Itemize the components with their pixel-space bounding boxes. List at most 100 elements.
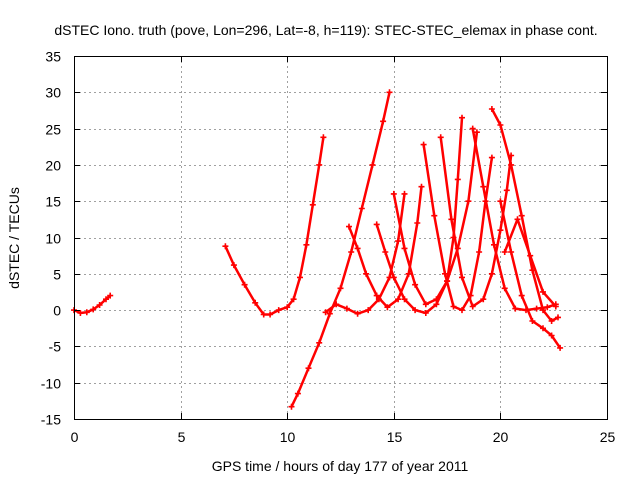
axis-ticks: [74, 56, 608, 420]
data-point: [450, 303, 457, 310]
y-tick-label: -5: [49, 339, 62, 355]
data-point: [346, 223, 352, 230]
data-point: [557, 344, 564, 351]
data-point: [548, 332, 555, 339]
data-point: [320, 134, 327, 141]
data-point: [386, 89, 393, 96]
data-point: [442, 270, 448, 277]
data-point: [337, 285, 344, 292]
x-tick-label: 15: [387, 429, 403, 445]
data-point: [260, 311, 267, 318]
data-point: [508, 161, 515, 168]
data-point: [222, 243, 229, 250]
data-point: [358, 205, 365, 212]
data-point: [497, 227, 504, 234]
data-point: [348, 249, 355, 255]
data-point: [491, 241, 497, 248]
data-point: [267, 311, 274, 318]
data-point: [422, 310, 429, 316]
data-point: [497, 122, 504, 128]
x-tick-label: 25: [600, 429, 616, 445]
data-point: [508, 249, 515, 255]
data-point: [373, 221, 380, 228]
data-point: [418, 183, 425, 190]
y-axis-label: dSTEC / TECUs: [6, 187, 22, 289]
x-tick-label: 0: [71, 429, 79, 445]
data-point: [290, 296, 297, 303]
data-point: [401, 190, 408, 197]
data-point: [297, 274, 303, 281]
y-tick-label: -10: [41, 376, 61, 392]
series-9: [437, 134, 515, 310]
data-point: [527, 252, 534, 259]
data-point: [529, 318, 536, 324]
series-3: [288, 89, 393, 410]
x-axis-tick-labels: 0 5 10 15 20 25: [71, 429, 616, 445]
data-point: [469, 125, 476, 132]
data-point: [476, 249, 483, 255]
data-point: [503, 187, 510, 194]
data-point: [488, 270, 495, 277]
data-point: [373, 292, 380, 299]
data-point: [275, 307, 282, 314]
y-tick-label: 35: [45, 49, 61, 65]
data-point: [552, 303, 559, 310]
data-point: [354, 245, 361, 252]
data-point: [96, 302, 103, 308]
data-point: [401, 245, 408, 252]
data-point: [555, 314, 561, 321]
data-point: [540, 325, 546, 332]
data-point: [395, 238, 402, 245]
data-point: [433, 296, 440, 303]
data-point: [469, 303, 476, 310]
data-point: [284, 304, 291, 311]
data-point: [230, 262, 237, 269]
data-point: [401, 296, 408, 303]
data-point: [343, 305, 350, 312]
data-point: [369, 161, 376, 168]
data-point: [433, 301, 440, 308]
data-point: [252, 299, 259, 306]
data-point: [365, 307, 372, 314]
data-point: [501, 285, 508, 292]
series-5: [346, 183, 425, 311]
data-point: [501, 249, 508, 255]
data-point: [390, 190, 397, 197]
data-point: [459, 307, 465, 314]
series-line: [471, 127, 558, 312]
data-point: [437, 134, 444, 141]
series-11: [488, 106, 561, 324]
data-point: [518, 292, 525, 299]
data-point: [514, 216, 521, 223]
x-axis-label: GPS time / hours of day 177 of year 2011: [212, 458, 469, 474]
data-point: [83, 309, 90, 316]
y-axis-tick-labels: -15 -10 -5 0 5 10 15 20 25 30 35: [41, 49, 61, 428]
x-tick-label: 10: [280, 429, 296, 445]
y-tick-label: 5: [53, 267, 61, 283]
series-line: [347, 185, 423, 309]
data-point: [412, 307, 419, 314]
data-point: [363, 270, 370, 277]
y-tick-label: 15: [45, 194, 61, 210]
data-point: [412, 281, 419, 288]
data-point: [294, 390, 301, 397]
data-point: [497, 198, 504, 205]
data-point: [548, 318, 555, 324]
series-13: [501, 216, 559, 310]
x-tick-label: 20: [493, 429, 509, 445]
data-point: [431, 212, 438, 219]
data-point: [395, 296, 402, 303]
series-12: [497, 198, 564, 351]
data-point: [380, 118, 387, 125]
data-point: [316, 339, 323, 346]
data-point: [488, 106, 495, 112]
data-point: [305, 365, 312, 372]
series-line: [224, 136, 325, 316]
data-point: [384, 304, 391, 311]
data-point: [77, 310, 84, 316]
data-point: [459, 274, 465, 281]
data-point: [465, 198, 472, 205]
data-point: [354, 310, 361, 317]
data-point: [309, 201, 316, 208]
